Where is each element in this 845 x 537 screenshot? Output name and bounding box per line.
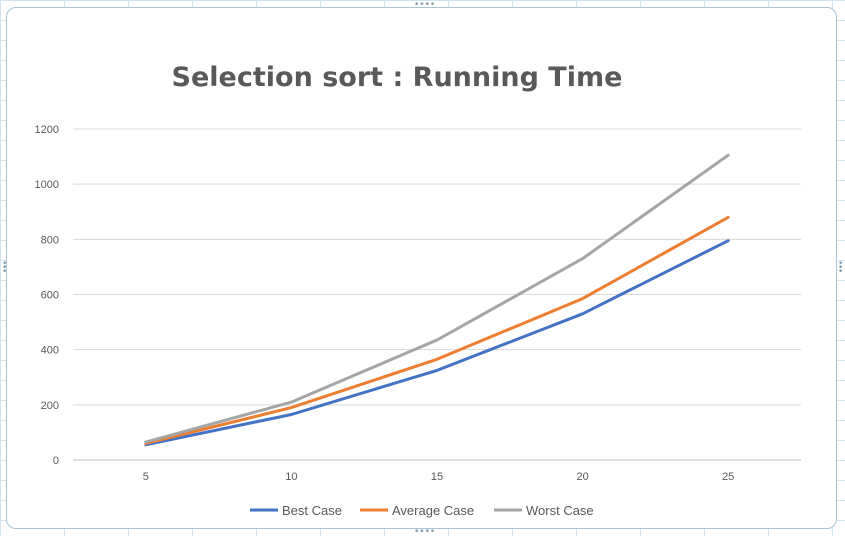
x-tick-label: 25: [722, 471, 734, 483]
resize-handle-left[interactable]: • • •: [2, 259, 8, 277]
series-lines: [144, 153, 730, 447]
series-line-best-case[interactable]: [144, 239, 730, 447]
y-tick-label: 1000: [35, 179, 59, 191]
y-axis-tick-labels: 0 200 400 600 800 1000 1200: [35, 124, 59, 467]
legend-label: Average Case: [392, 503, 474, 518]
resize-handle-right[interactable]: • • •: [838, 259, 844, 277]
resize-handle-top[interactable]: ••••: [414, 0, 436, 10]
gridlines: [73, 128, 801, 461]
series-line-average-case[interactable]: [144, 215, 730, 445]
y-tick-label: 0: [53, 455, 59, 467]
series-line-worst-case[interactable]: [144, 153, 730, 444]
legend: Best Case Average Case Worst Case: [250, 503, 594, 518]
chart-area[interactable]: Selection sort : Running Time 0 200 400 600…: [6, 7, 837, 529]
x-tick-label: 15: [431, 471, 443, 483]
x-tick-label: 20: [576, 471, 588, 483]
x-tick-label: 10: [285, 471, 297, 483]
y-tick-label: 600: [41, 290, 59, 302]
chart-title: Selection sort : Running Time: [172, 62, 623, 93]
y-tick-label: 1200: [35, 124, 59, 136]
resize-handle-bottom[interactable]: ••••: [414, 527, 436, 537]
legend-label: Worst Case: [526, 503, 594, 518]
y-tick-label: 400: [41, 345, 59, 357]
x-tick-label: 5: [143, 471, 149, 483]
x-axis-tick-labels: 5 10 15 20 25: [143, 471, 735, 483]
y-tick-label: 200: [41, 400, 59, 412]
chart-svg: Selection sort : Running Time 0 200 400 600…: [35, 62, 801, 518]
y-tick-label: 800: [41, 234, 59, 246]
legend-label: Best Case: [282, 503, 342, 518]
